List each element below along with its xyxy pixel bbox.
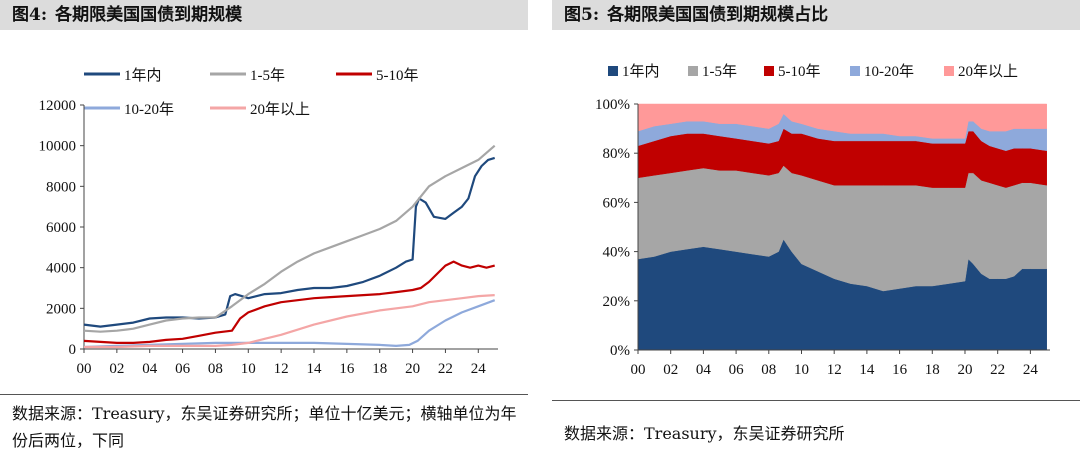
legend-swatch-2 — [764, 66, 774, 76]
legend-label-1: 1-5年 — [702, 63, 737, 80]
x-tick-label-8: 16 — [892, 362, 908, 378]
x-tick-label-6: 12 — [827, 362, 842, 378]
y-tick-label-0: 0 — [69, 342, 77, 358]
x-tick-label-1: 02 — [663, 362, 678, 378]
legend-label-4: 20年以上 — [958, 63, 1018, 80]
x-tick-label-8: 16 — [339, 361, 355, 377]
legend-label-1: 1-5年 — [250, 67, 285, 84]
x-tick-label-3: 06 — [729, 362, 745, 378]
series-line-3 — [83, 299, 496, 349]
y-tick-label-1: 20% — [603, 294, 631, 310]
series-line-0 — [83, 156, 496, 328]
y-tick-label-0: 0% — [610, 343, 630, 359]
left-source-divider — [0, 394, 528, 395]
y-tick-label-3: 6000 — [46, 220, 76, 236]
x-tick-label-10: 20 — [957, 362, 972, 378]
y-tick-label-5: 100% — [595, 97, 630, 113]
x-tick-label-5: 10 — [794, 362, 809, 378]
x-tick-label-9: 18 — [372, 361, 387, 377]
x-tick-label-3: 06 — [175, 361, 191, 377]
x-tick-label-7: 14 — [859, 362, 875, 378]
series-line-2 — [83, 260, 495, 344]
x-tick-label-5: 10 — [241, 361, 256, 377]
x-tick-label-0: 00 — [631, 362, 646, 378]
x-tick-label-11: 22 — [438, 361, 453, 377]
right-stacked-area-chart: 1年内 1-5年 5-10年 10-20年 20年以上0%20%40%60%80%100… — [595, 63, 1050, 378]
x-tick-label-2: 04 — [696, 362, 712, 378]
x-tick-label-7: 14 — [307, 361, 323, 377]
y-tick-label-5: 10000 — [39, 139, 77, 155]
right-figure-label: 图5: — [564, 5, 600, 25]
y-tick-label-4: 8000 — [46, 179, 76, 195]
right-figure-title: 各期限美国国债到期规模占比 — [607, 5, 829, 25]
x-tick-label-11: 22 — [990, 362, 1005, 378]
left-figure-title-bar: 图4: 各期限美国国债到期规模 — [0, 0, 528, 30]
left-source-note: 数据来源：Treasury，东吴证券研究所；单位十亿美元；横轴单位为年份后两位，… — [12, 404, 517, 450]
legend-swatch-3 — [850, 66, 860, 76]
y-tick-label-2: 4000 — [46, 261, 76, 277]
legend-label-2: 5-10年 — [778, 63, 821, 80]
x-tick-label-0: 00 — [77, 361, 92, 377]
right-source-divider — [552, 400, 1080, 401]
y-tick-label-6: 12000 — [39, 98, 77, 114]
x-tick-label-4: 08 — [208, 361, 223, 377]
x-tick-label-10: 20 — [405, 361, 420, 377]
y-tick-label-3: 60% — [603, 195, 631, 211]
right-figure-title-bar: 图5: 各期限美国国债到期规模占比 — [552, 0, 1080, 30]
y-tick-label-4: 80% — [603, 146, 631, 162]
left-figure-panel: 图4: 各期限美国国债到期规模 1年内 1-5年 5-10年 10-20年 20年以上 0 2… — [0, 0, 528, 461]
legend-swatch-0 — [608, 66, 618, 76]
left-figure-label: 图4: — [12, 5, 48, 25]
series-area-4 — [637, 103, 1047, 139]
x-tick-label-6: 12 — [274, 361, 289, 377]
legend-label-0: 1年内 — [622, 63, 660, 80]
x-tick-label-12: 24 — [471, 361, 487, 377]
legend-swatch-4 — [944, 66, 954, 76]
legend-label-0: 1年内 — [124, 67, 162, 84]
legend-label-3: 10-20年 — [124, 101, 174, 118]
series-line-1 — [83, 144, 496, 333]
y-tick-label-2: 40% — [603, 245, 631, 261]
x-tick-label-12: 24 — [1023, 362, 1039, 378]
series-line-4 — [84, 294, 495, 349]
y-tick-label-1: 2000 — [46, 301, 76, 317]
x-tick-label-1: 02 — [109, 361, 124, 377]
legend-swatch-1 — [688, 66, 698, 76]
legend-label-3: 10-20年 — [864, 63, 914, 80]
right-figure-panel: 图5: 各期限美国国债到期规模占比 1年内 1-5年 5-10年 10-20年 20年以上… — [552, 0, 1080, 461]
legend-label-4: 20年以上 — [250, 101, 310, 118]
right-source-note: 数据来源：Treasury，东吴证券研究所 — [564, 424, 845, 443]
x-tick-label-4: 08 — [761, 362, 776, 378]
legend-label-2: 5-10年 — [376, 67, 419, 84]
left-figure-title: 各期限美国国债到期规模 — [55, 5, 243, 25]
x-tick-label-9: 18 — [925, 362, 940, 378]
x-tick-label-2: 04 — [142, 361, 158, 377]
